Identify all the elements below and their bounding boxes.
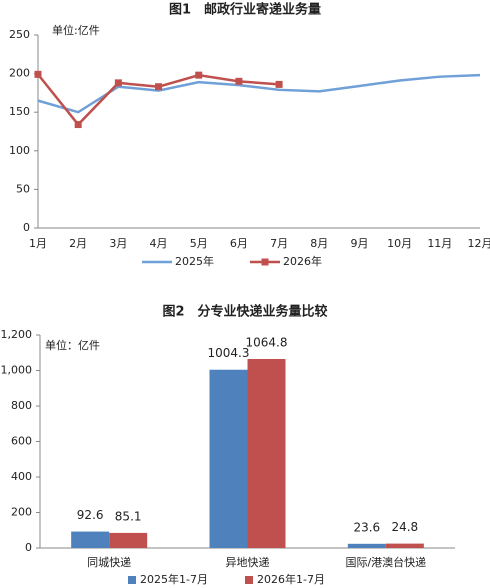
y-tick-label: 0	[23, 221, 30, 234]
value-label: 1004.3	[208, 346, 250, 360]
x-tick-label: 6月	[230, 237, 248, 250]
y-tick-label: 200	[9, 67, 30, 80]
unit-label: 单位：亿件	[45, 338, 100, 352]
value-label: 23.6	[353, 520, 380, 534]
bar	[247, 358, 286, 548]
value-label: 92.6	[77, 508, 104, 522]
x-tick-label: 1月	[29, 237, 47, 250]
x-tick-label: 9月	[350, 237, 368, 250]
marker	[34, 70, 42, 78]
x-tick-label: 国际/港澳台快递	[345, 555, 426, 569]
x-tick-label: 3月	[109, 237, 127, 250]
x-tick-label: 11月	[427, 237, 452, 250]
x-tick-label: 10月	[387, 237, 412, 250]
value-label: 85.1	[115, 509, 142, 523]
legend-swatch	[245, 576, 253, 584]
chart-title: 图2 分专业快递业务量比较	[162, 304, 327, 320]
y-tick-label: 800	[11, 399, 32, 412]
marker	[275, 80, 283, 88]
legend-marker	[261, 258, 269, 266]
chart-title: 图1 邮政行业寄递业务量	[169, 2, 321, 18]
bar	[347, 543, 386, 548]
legend-label: 2025年1-7月	[140, 572, 208, 586]
legend-label: 2026年1-7月	[257, 572, 325, 586]
bar	[71, 531, 110, 548]
x-tick-label: 4月	[150, 237, 168, 250]
marker	[195, 71, 203, 79]
y-tick-label: 250	[9, 28, 30, 41]
line-series	[37, 73, 481, 114]
x-tick-label: 8月	[310, 237, 328, 250]
x-tick-label: 5月	[190, 237, 208, 250]
value-label: 1064.8	[246, 335, 288, 349]
legend-swatch	[128, 576, 136, 584]
marker	[235, 77, 243, 85]
marker	[155, 83, 163, 91]
y-tick-label: 150	[9, 105, 30, 118]
x-tick-label: 12月	[468, 237, 490, 250]
y-tick-label: 1,200	[1, 328, 33, 341]
y-tick-label: 100	[9, 144, 30, 157]
bar	[109, 532, 148, 548]
unit-label: 单位:亿件	[52, 23, 100, 37]
bar	[385, 543, 424, 548]
line-series	[37, 73, 280, 127]
y-tick-label: 0	[25, 541, 32, 554]
value-label: 24.8	[391, 520, 418, 534]
x-tick-label: 2月	[69, 237, 87, 250]
x-tick-label: 7月	[270, 237, 288, 250]
y-tick-label: 1,000	[1, 364, 33, 377]
marker	[114, 79, 122, 87]
y-tick-label: 600	[11, 435, 32, 448]
marker	[74, 121, 82, 129]
legend-label: 2026年	[283, 254, 322, 268]
legend-label: 2025年	[175, 254, 214, 268]
y-tick-label: 200	[11, 506, 32, 519]
x-tick-label: 异地快递	[226, 555, 270, 569]
bar	[209, 369, 248, 548]
y-tick-label: 400	[11, 470, 32, 483]
x-tick-label: 同城快递	[87, 555, 131, 569]
y-tick-label: 50	[16, 182, 30, 195]
